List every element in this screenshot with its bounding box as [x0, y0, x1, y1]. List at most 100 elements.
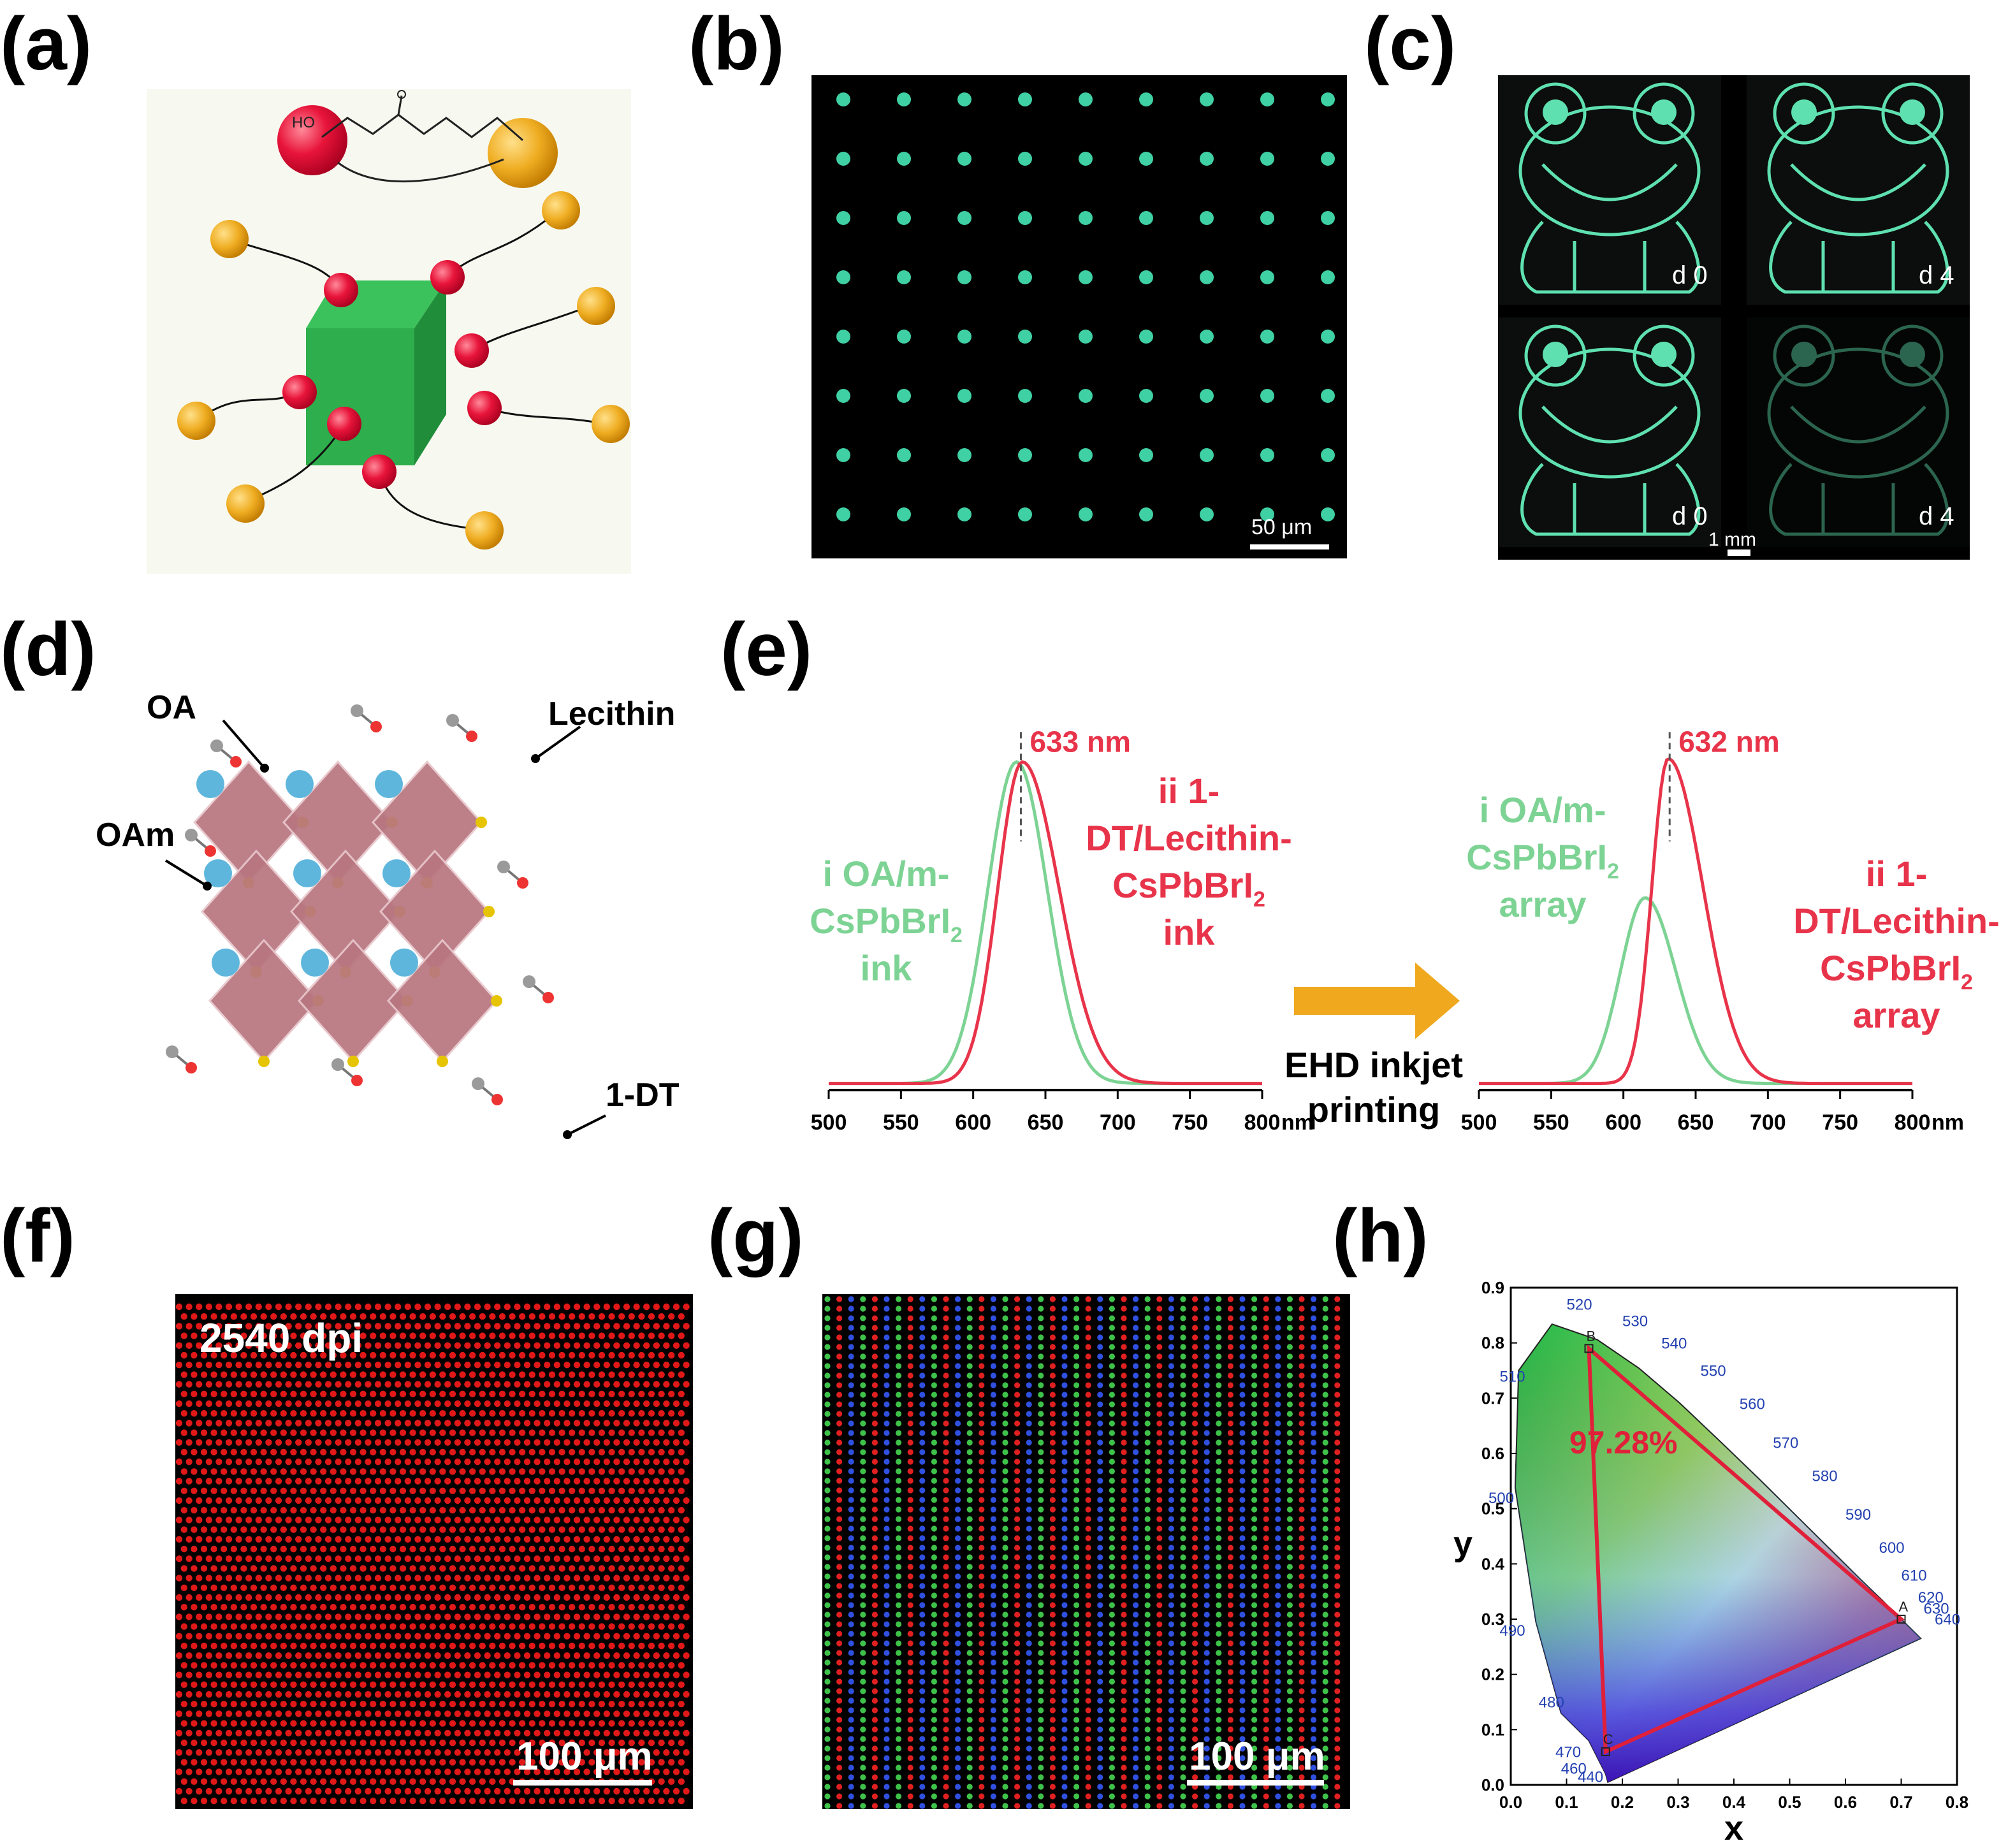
- rgb-dot: [860, 1573, 866, 1579]
- red-dot: [320, 1391, 326, 1397]
- red-dot: [648, 1720, 655, 1726]
- rgb-dot: [1109, 1621, 1115, 1627]
- red-dot: [320, 1682, 326, 1688]
- rgb-dot: [1121, 1306, 1126, 1311]
- rgb-dot: [1014, 1459, 1020, 1464]
- red-dot: [226, 1497, 232, 1504]
- rgb-dot: [1038, 1468, 1044, 1474]
- rgb-dot: [943, 1430, 949, 1436]
- red-dot: [405, 1555, 411, 1562]
- rgb-dot: [872, 1764, 878, 1770]
- rgb-dot: [884, 1363, 889, 1369]
- red-dot: [191, 1332, 197, 1339]
- red-dot: [544, 1671, 550, 1678]
- printed-dot: [1321, 270, 1335, 284]
- rgb-dot: [1156, 1459, 1162, 1464]
- red-dot: [221, 1740, 227, 1746]
- rgb-dot: [1073, 1535, 1079, 1541]
- red-dot: [459, 1313, 465, 1320]
- red-dot: [613, 1788, 620, 1794]
- red-dot: [484, 1478, 490, 1484]
- rgb-dot: [1192, 1315, 1198, 1321]
- red-dot: [260, 1740, 266, 1746]
- red-dot: [673, 1459, 680, 1465]
- red-dot: [290, 1779, 296, 1785]
- red-dot: [360, 1720, 366, 1726]
- rgb-dot: [1168, 1506, 1174, 1512]
- red-dot: [439, 1779, 446, 1785]
- panel-a-ligand-schematic: HO: [147, 89, 631, 574]
- red-dot: [569, 1546, 575, 1552]
- red-dot: [240, 1429, 247, 1436]
- red-dot: [409, 1701, 416, 1707]
- red-dot: [270, 1546, 277, 1552]
- red-dot: [315, 1710, 321, 1717]
- rgb-dot: [1168, 1793, 1174, 1799]
- red-dot: [226, 1691, 232, 1698]
- rgb-dot: [1228, 1631, 1233, 1636]
- rgb-dot: [836, 1430, 842, 1436]
- red-dot: [295, 1459, 302, 1465]
- rgb-dot: [967, 1678, 973, 1684]
- red-dot: [290, 1507, 296, 1513]
- rgb-dot: [824, 1439, 830, 1445]
- rgb-dot: [1038, 1612, 1044, 1617]
- rgb-dot: [1026, 1678, 1032, 1684]
- rgb-dot: [931, 1296, 937, 1302]
- red-dot: [240, 1604, 247, 1610]
- red-dot: [623, 1691, 630, 1698]
- rgb-dot: [1086, 1688, 1091, 1694]
- rgb-dot: [943, 1344, 949, 1350]
- rgb-dot: [1097, 1784, 1103, 1789]
- x-tick-label: 550: [1533, 1110, 1569, 1135]
- rgb-dot: [872, 1306, 878, 1311]
- rgb-dot: [1086, 1325, 1091, 1330]
- rgb-dot: [1121, 1315, 1126, 1321]
- rgb-dot: [824, 1650, 830, 1655]
- red-dot: [176, 1749, 182, 1756]
- red-dot: [400, 1740, 406, 1746]
- rgb-dot: [1133, 1497, 1139, 1502]
- printed-dot: [1018, 448, 1032, 462]
- rgb-dot: [979, 1592, 984, 1598]
- rgb-dot: [943, 1678, 949, 1684]
- red-dot: [474, 1401, 481, 1407]
- red-dot: [330, 1468, 337, 1474]
- red-dot: [519, 1352, 525, 1358]
- red-dot: [300, 1429, 307, 1436]
- rgb-dot: [1002, 1420, 1008, 1426]
- rgb-dot: [1061, 1325, 1067, 1330]
- rgb-dot: [872, 1430, 878, 1436]
- rgb-dot: [1216, 1449, 1221, 1455]
- red-dot: [663, 1730, 669, 1736]
- red-dot: [375, 1633, 381, 1640]
- rgb-dot: [1026, 1745, 1032, 1751]
- red-dot: [414, 1517, 421, 1523]
- red-dot: [176, 1633, 182, 1640]
- rgb-dot: [824, 1401, 830, 1407]
- rgb-dot: [860, 1296, 866, 1302]
- red-dot: [499, 1643, 506, 1649]
- red-dot: [355, 1401, 361, 1407]
- red-dot: [360, 1701, 366, 1707]
- red-dot: [455, 1749, 461, 1756]
- red-dot: [176, 1691, 182, 1698]
- red-dot: [449, 1623, 456, 1629]
- red-dot: [340, 1682, 346, 1688]
- rgb-dot: [1026, 1401, 1032, 1407]
- rgb-dot: [1086, 1459, 1091, 1464]
- rgb-dot: [967, 1698, 973, 1703]
- rgb-dot: [1002, 1516, 1008, 1522]
- red-dot: [345, 1633, 351, 1640]
- rgb-dot: [1038, 1344, 1044, 1350]
- rgb-dot: [1192, 1525, 1198, 1531]
- red-dot: [360, 1410, 366, 1416]
- rgb-dot: [919, 1516, 925, 1522]
- rgb-dot: [1038, 1439, 1044, 1445]
- red-dot: [469, 1740, 476, 1746]
- rgb-dot: [1180, 1803, 1186, 1808]
- red-dot: [270, 1662, 277, 1668]
- rgb-dot: [1097, 1707, 1103, 1713]
- rgb-dot: [884, 1411, 889, 1416]
- rgb-dot: [1121, 1487, 1126, 1493]
